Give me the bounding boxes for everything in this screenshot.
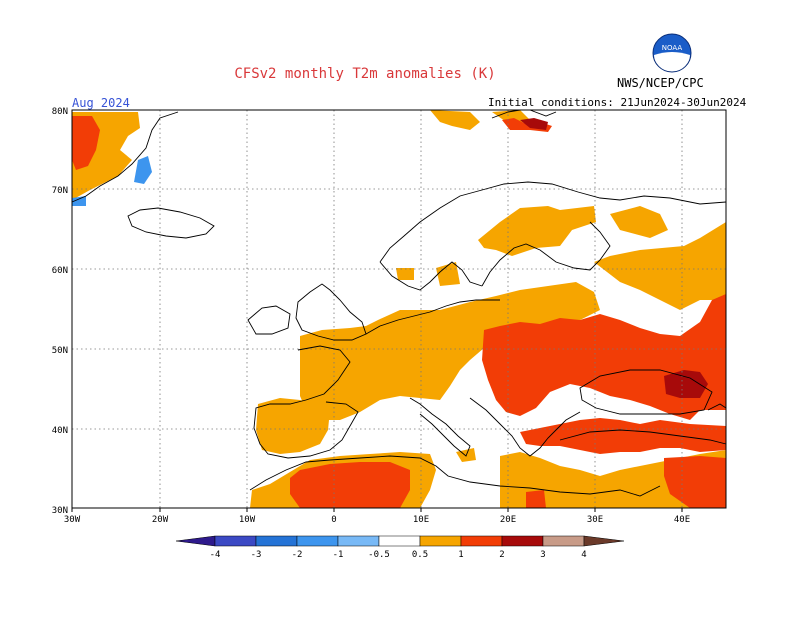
lon-label: 30W xyxy=(64,515,81,525)
anomaly-fill-1-2 xyxy=(72,116,726,508)
colorbar-label: -4 xyxy=(210,550,221,560)
noaa-logo-text: NOAA xyxy=(662,44,683,52)
colorbar-cell xyxy=(337,535,380,547)
lon-label: 30E xyxy=(587,515,603,525)
lat-label: 30N xyxy=(52,506,68,516)
lat-label: 60N xyxy=(52,266,68,276)
colorbar-cell xyxy=(501,535,544,547)
colorbar-cell xyxy=(175,535,216,547)
map-frame xyxy=(71,109,727,509)
anomaly-fill-negative xyxy=(72,156,152,206)
lon-ticks xyxy=(71,508,683,512)
graticule xyxy=(72,110,726,508)
org-label: NWS/NCEP/CPC xyxy=(617,76,704,90)
colorbar-cell xyxy=(378,535,421,547)
colorbar-label: 4 xyxy=(581,550,586,560)
lon-label: 0 xyxy=(331,515,336,525)
anomaly-fill-2-3 xyxy=(520,118,708,398)
colorbar-label: -0.5 xyxy=(368,550,390,560)
initial-conditions: Initial conditions: 21Jun2024-30Jun2024 xyxy=(488,96,747,109)
colorbar-label: 0.5 xyxy=(412,550,428,560)
lon-label: 20E xyxy=(500,515,516,525)
colorbar-cell xyxy=(296,535,339,547)
lat-label: 80N xyxy=(52,107,68,117)
lat-label: 70N xyxy=(52,186,68,196)
colorbar-cell xyxy=(214,535,257,547)
colorbar-label: -3 xyxy=(251,550,262,560)
colorbar-cell xyxy=(419,535,462,547)
noaa-logo-icon: NOAA xyxy=(652,33,692,73)
colorbar-cell xyxy=(542,535,585,547)
lon-label: 10W xyxy=(239,515,256,525)
colorbar-cell xyxy=(583,535,625,547)
colorbar-cell xyxy=(460,535,503,547)
lon-label: 20W xyxy=(152,515,169,525)
colorbar-label: -2 xyxy=(292,550,303,560)
colorbar-cell xyxy=(255,535,298,547)
lon-label: 10E xyxy=(413,515,429,525)
coastlines xyxy=(71,109,727,497)
colorbar-label: 3 xyxy=(540,550,545,560)
colorbar-label: -1 xyxy=(333,550,344,560)
lon-label: 40E xyxy=(674,515,690,525)
forecast-month: Aug 2024 xyxy=(72,96,130,110)
colorbar-label: 1 xyxy=(458,550,463,560)
map-title: CFSv2 monthly T2m anomalies (K) xyxy=(234,66,496,82)
colorbar xyxy=(175,535,625,547)
lat-label: 50N xyxy=(52,346,68,356)
lat-label: 40N xyxy=(52,426,68,436)
colorbar-label: 2 xyxy=(499,550,504,560)
